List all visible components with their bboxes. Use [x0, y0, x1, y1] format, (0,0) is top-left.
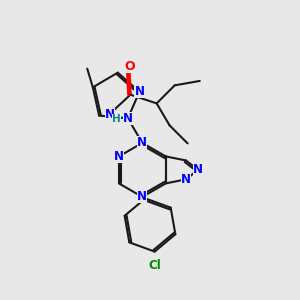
Text: N: N — [105, 108, 115, 121]
Text: N: N — [193, 164, 203, 176]
Text: N: N — [137, 190, 147, 203]
Text: N: N — [181, 173, 191, 186]
Text: N: N — [123, 112, 133, 125]
Text: N: N — [137, 136, 147, 149]
Text: N: N — [114, 150, 124, 163]
Text: Cl: Cl — [148, 259, 161, 272]
Text: N: N — [134, 85, 144, 98]
Text: H: H — [112, 115, 121, 124]
Text: O: O — [124, 60, 135, 73]
